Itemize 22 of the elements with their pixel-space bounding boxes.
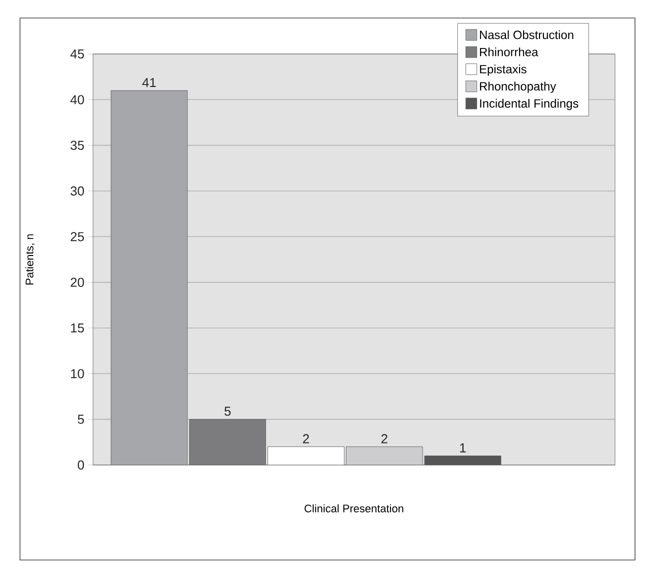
legend-label: Rhinorrhea — [480, 48, 538, 56]
x-axis-title: Clinical Presentation — [304, 504, 404, 512]
legend-label: Nasal Obstruction — [480, 30, 574, 40]
legend-label: Rhonchopathy — [480, 82, 556, 93]
y-tick-label: 20 — [70, 278, 84, 287]
y-tick-label: 35 — [70, 140, 84, 150]
data-label: 1 — [460, 443, 466, 452]
y-tick-label: 45 — [70, 49, 84, 59]
data-label: 5 — [224, 406, 231, 416]
y-axis-title: Patients, n — [25, 234, 35, 284]
legend-label: Incidental Findings — [480, 98, 578, 110]
y-tick-label: 15 — [71, 323, 84, 333]
data-label: 2 — [381, 434, 388, 444]
y-tick-label: 40 — [70, 95, 84, 104]
legend-label: Epistaxis — [480, 64, 526, 76]
data-label: 2 — [303, 434, 309, 444]
y-tick-label: 25 — [70, 232, 84, 242]
y-tick-label: 30 — [70, 186, 84, 196]
y-tick-label: 5 — [78, 414, 84, 424]
data-label: 41 — [142, 78, 156, 87]
y-tick-label: 0 — [78, 460, 84, 470]
y-tick-label: 10 — [71, 369, 84, 378]
